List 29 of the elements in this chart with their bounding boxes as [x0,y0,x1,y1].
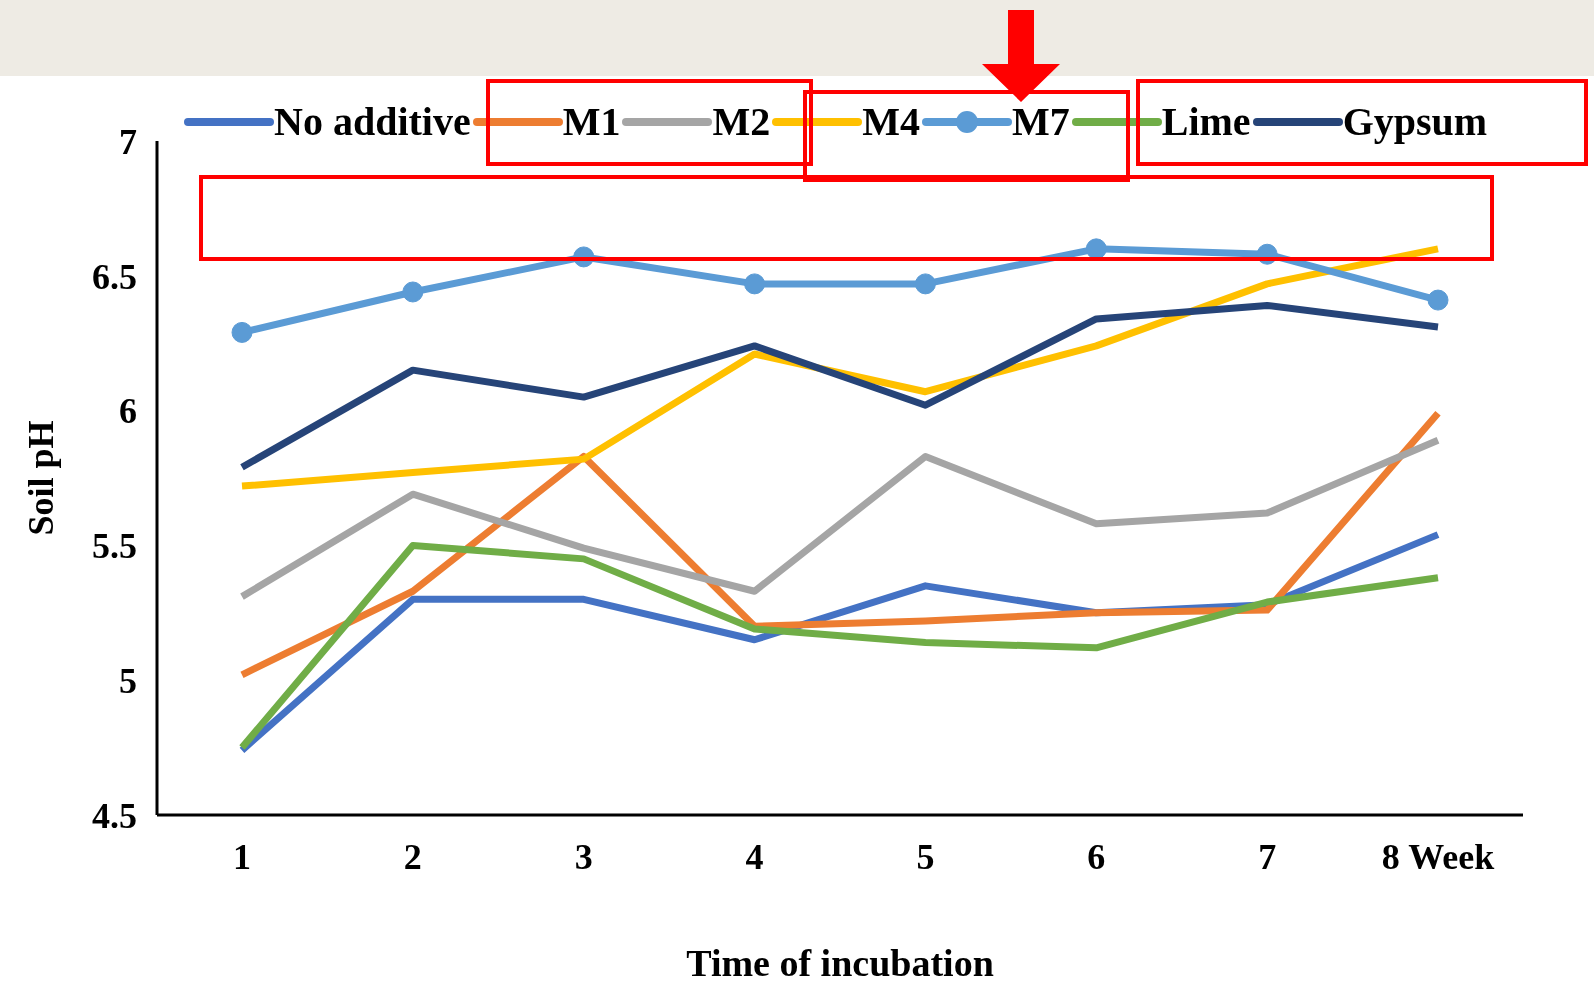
y-tick-label: 7 [119,121,137,162]
legend-label: M2 [712,98,771,145]
y-axis-title: Soil pH [20,420,61,536]
point [1427,289,1449,311]
legend-label: No additive [274,98,471,145]
legend-label: Gypsum [1342,98,1488,145]
x-tick-label: 6 [1087,836,1106,877]
x-tick-label: 4 [745,836,764,877]
x-tick-label: 2 [403,836,422,877]
x-tick-label: 3 [574,836,593,877]
x-tick-label: 8 Week [1381,836,1495,877]
point [914,273,936,295]
x-tick-label: 1 [233,836,251,877]
x-tick-label: 7 [1258,836,1277,877]
legend-label: M1 [562,98,621,145]
y-tick-label: 4.5 [92,795,137,836]
y-tick-label: 6 [119,391,137,432]
y-tick-label: 5 [119,660,137,701]
point [402,281,424,303]
legend-label: M4 [862,98,920,145]
legend-label: Lime [1161,98,1251,145]
y-tick-label: 5.5 [92,526,137,567]
point [231,321,253,343]
legend-label: M7 [1011,98,1070,145]
point [1085,238,1107,260]
y-tick-label: 6.5 [92,256,137,297]
x-tick-label: 5 [916,836,935,877]
x-axis-title: Time of incubation [686,942,994,984]
point [744,273,766,295]
